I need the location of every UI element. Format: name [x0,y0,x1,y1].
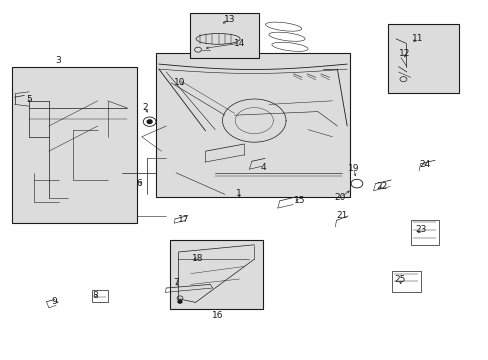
Bar [170,240,263,309]
Text: 23: 23 [415,225,427,234]
Text: 9: 9 [51,297,57,306]
Text: 13: 13 [224,15,235,24]
Circle shape [147,120,152,123]
Text: 10: 10 [174,77,185,86]
Circle shape [178,300,182,303]
Bar [92,290,107,302]
Text: 8: 8 [92,291,98,300]
Text: 15: 15 [293,197,305,205]
Text: 19: 19 [347,164,359,173]
Text: 22: 22 [376,182,387,191]
Text: 24: 24 [419,161,430,169]
Text: 14: 14 [233,39,245,48]
Text: 5: 5 [26,94,32,104]
Bar [155,53,349,197]
Bar [387,24,458,93]
Text: 1: 1 [235,189,241,198]
Text: 12: 12 [398,49,410,58]
Text: 17: 17 [177,215,189,224]
Text: 3: 3 [55,56,61,65]
Bar [189,13,259,58]
Text: 2: 2 [142,103,147,112]
Bar [12,67,137,223]
Bar [410,220,438,245]
Text: 20: 20 [334,193,346,202]
Text: 21: 21 [336,211,347,220]
Text: 16: 16 [212,310,224,320]
Text: 4: 4 [260,163,265,172]
Text: 6: 6 [136,179,142,188]
Bar [391,271,420,292]
Text: 7: 7 [173,278,179,287]
Text: 18: 18 [192,254,203,263]
Text: 25: 25 [393,275,405,284]
Text: 11: 11 [411,34,423,43]
